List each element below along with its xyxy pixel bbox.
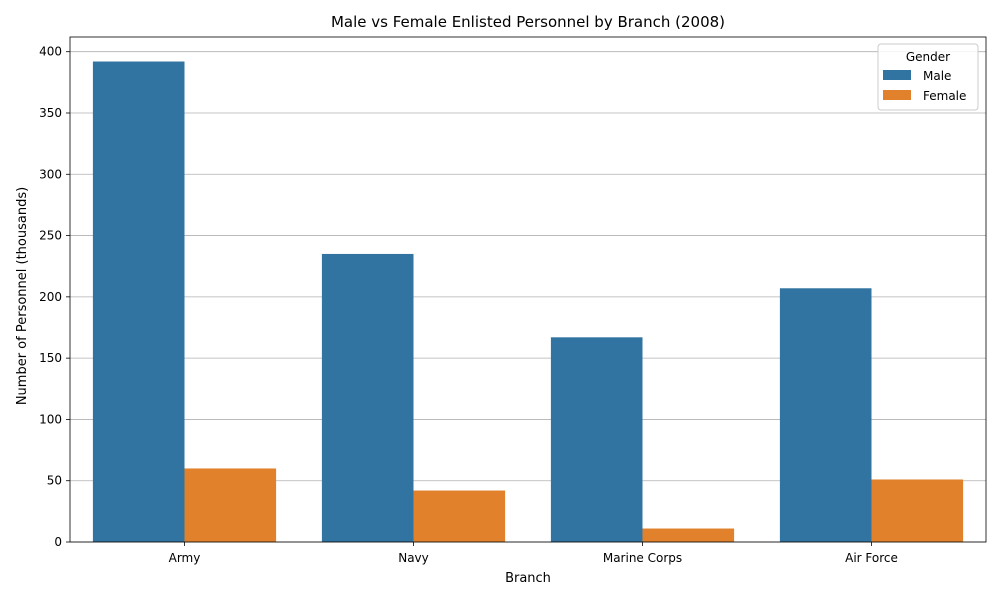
- y-tick-label: 100: [39, 412, 62, 426]
- plot-frame: [69, 36, 987, 543]
- y-tick-label: 50: [47, 474, 62, 488]
- y-tick-label: 400: [39, 45, 62, 59]
- legend-label-female: Female: [923, 89, 966, 103]
- y-axis-label: Number of Personnel (thousands): [15, 187, 30, 405]
- y-tick-label: 200: [39, 290, 62, 304]
- y-axis-ticks: 0 50 100 150 200 250 300 350 400: [39, 45, 70, 549]
- bar-female-army: [184, 468, 277, 542]
- x-tick-label: Navy: [398, 551, 429, 565]
- y-tick-label: 350: [39, 106, 62, 120]
- y-tick-label: 300: [39, 167, 62, 181]
- y-tick-label: 0: [54, 535, 62, 549]
- legend-swatch-male: [883, 70, 911, 80]
- legend-title: Gender: [906, 50, 950, 64]
- bar-male-army: [92, 61, 185, 543]
- chart-title: Male vs Female Enlisted Personnel by Bra…: [331, 13, 725, 31]
- bar-male-navy: [321, 253, 414, 542]
- bar-female-navy: [413, 490, 506, 542]
- y-tick-label: 250: [39, 229, 62, 243]
- bar-male-marine-corps: [550, 337, 643, 542]
- bar-female-marine-corps: [642, 528, 735, 542]
- x-tick-label: Marine Corps: [603, 551, 682, 565]
- legend-swatch-female: [883, 90, 911, 100]
- bars: [92, 61, 964, 543]
- x-tick-label: Army: [169, 551, 201, 565]
- x-tick-label: Air Force: [845, 551, 898, 565]
- x-axis-label: Branch: [505, 571, 551, 586]
- legend-label-male: Male: [923, 69, 951, 83]
- bar-male-air-force: [779, 288, 872, 542]
- axes: [69, 36, 987, 543]
- bar-female-air-force: [871, 479, 964, 542]
- legend: Gender Male Female: [877, 43, 979, 111]
- x-axis-ticks: Army Navy Marine Corps Air Force: [169, 542, 898, 565]
- y-tick-label: 150: [39, 351, 62, 365]
